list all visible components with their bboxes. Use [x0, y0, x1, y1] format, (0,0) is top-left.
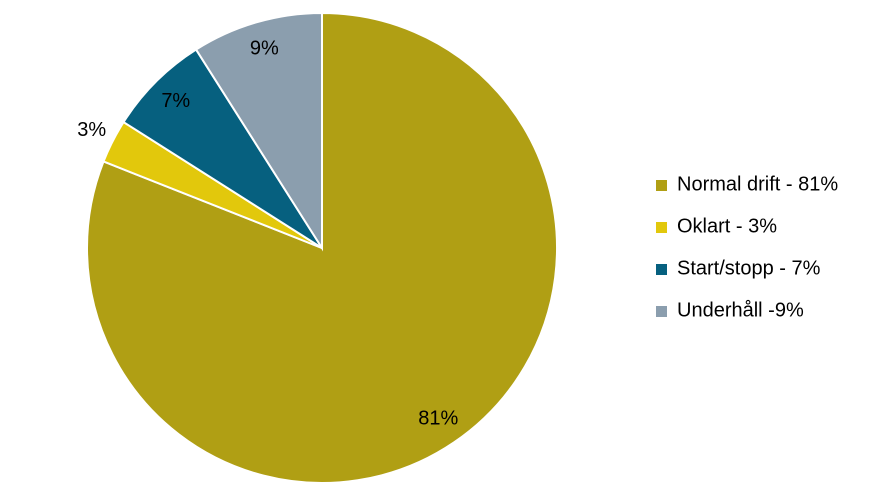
legend-label: Oklart - 3%: [677, 215, 777, 237]
legend-label: Underhåll -9%: [677, 299, 804, 321]
pie-slice: [122, 48, 323, 249]
data-label: 3%: [77, 119, 106, 141]
legend-label: Normal drift - 81%: [677, 173, 838, 195]
legend-label: Start/stopp - 7%: [677, 257, 821, 279]
pie-slice: [194, 11, 323, 252]
data-label: 81%: [418, 407, 458, 429]
data-label: 9%: [250, 38, 279, 60]
legend-swatch: [656, 264, 667, 275]
legend-swatch: [656, 180, 667, 191]
legend-swatch: [656, 306, 667, 317]
data-label: 7%: [161, 90, 190, 112]
legend-swatch: [656, 222, 667, 233]
